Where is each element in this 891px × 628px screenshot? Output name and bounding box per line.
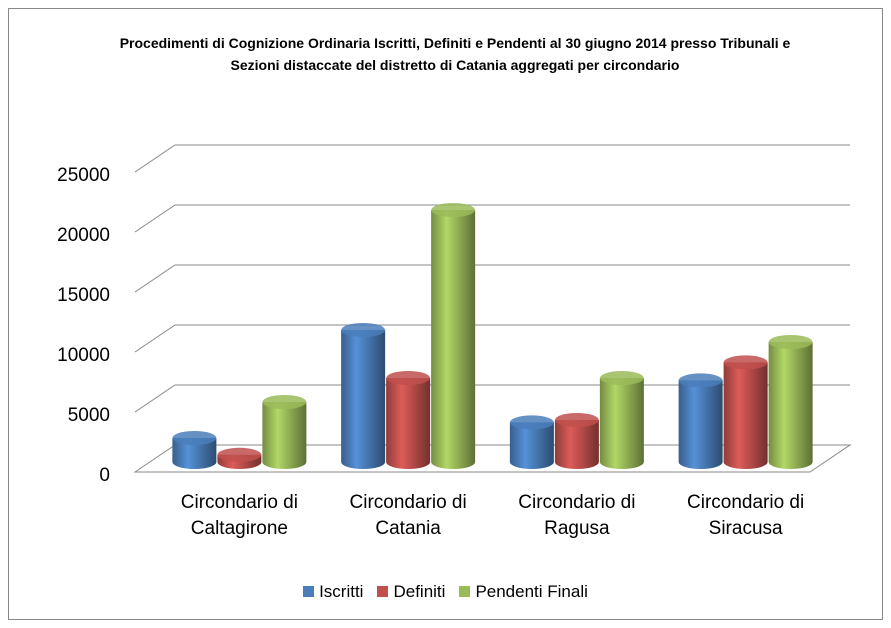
legend-swatch xyxy=(377,586,389,597)
bar-top xyxy=(723,355,768,370)
bar xyxy=(172,438,217,469)
bar-top xyxy=(678,373,723,388)
grid-line xyxy=(134,324,850,353)
x-tick-label: Circondario di Catania xyxy=(349,492,467,539)
x-tick-label: Circondario di Siracusa xyxy=(687,492,805,539)
grid-line xyxy=(134,144,850,173)
y-tick-label: 15000 xyxy=(57,285,110,306)
legend-label: Pendenti Finali xyxy=(475,582,588,601)
bar-top xyxy=(217,447,262,462)
bar-top xyxy=(509,415,554,430)
y-tick-label: 10000 xyxy=(57,345,110,366)
y-tick-label: 0 xyxy=(99,465,110,486)
bar xyxy=(386,378,431,469)
bar xyxy=(768,342,813,469)
bar-top xyxy=(599,371,644,385)
bar-top xyxy=(768,335,813,349)
legend-label: Definiti xyxy=(393,582,446,601)
y-tick-label: 20000 xyxy=(57,225,110,246)
grid-line xyxy=(134,264,850,293)
legend-label: Iscritti xyxy=(319,582,364,601)
bar-top xyxy=(554,413,599,427)
frame xyxy=(8,8,883,620)
legend-swatch xyxy=(459,586,471,597)
floor xyxy=(133,444,852,473)
y-tick-label: 25000 xyxy=(57,165,110,186)
bar-top xyxy=(341,323,386,337)
bar xyxy=(431,210,476,469)
legend: Iscritti Definiti Pendenti Finali xyxy=(0,582,891,602)
bar xyxy=(554,420,599,469)
bar-top xyxy=(262,395,307,409)
legend-item: Definiti xyxy=(377,582,445,602)
bar xyxy=(599,378,644,469)
chart-title: Procedimenti di Cognizione Ordinaria Isc… xyxy=(119,35,791,73)
legend-item: Pendenti Finali xyxy=(459,582,588,602)
bar xyxy=(509,422,554,469)
bar-top xyxy=(172,431,217,445)
bar xyxy=(262,402,307,469)
bar xyxy=(341,330,386,469)
legend-swatch xyxy=(303,586,315,597)
x-tick-label: Circondario di Ragusa xyxy=(518,492,636,539)
y-tick-label: 5000 xyxy=(68,405,110,426)
bar xyxy=(678,380,723,469)
bar-top xyxy=(386,371,431,385)
x-tick-label: Circondario di Caltagirone xyxy=(180,492,298,539)
grid-line xyxy=(134,204,850,233)
legend-item: Iscritti xyxy=(303,582,363,602)
bar-top xyxy=(431,203,476,217)
bar xyxy=(723,362,768,469)
